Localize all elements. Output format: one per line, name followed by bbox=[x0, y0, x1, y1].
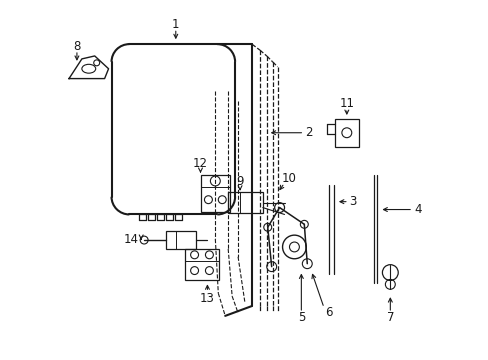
Bar bbox=[200, 175, 230, 212]
Text: 12: 12 bbox=[193, 157, 207, 170]
Text: 13: 13 bbox=[200, 292, 214, 305]
Text: 14: 14 bbox=[123, 233, 139, 246]
Text: 10: 10 bbox=[282, 171, 296, 185]
Bar bbox=[228, 192, 262, 213]
Text: 8: 8 bbox=[73, 40, 81, 53]
Text: 9: 9 bbox=[236, 175, 244, 189]
Text: 11: 11 bbox=[339, 97, 354, 110]
Text: 3: 3 bbox=[348, 195, 356, 208]
Text: 1: 1 bbox=[172, 18, 179, 31]
Text: 2: 2 bbox=[305, 126, 312, 139]
Text: 5: 5 bbox=[297, 311, 305, 324]
Bar bbox=[165, 231, 195, 249]
Bar bbox=[184, 249, 219, 280]
Text: 4: 4 bbox=[413, 203, 421, 216]
Text: 6: 6 bbox=[325, 306, 332, 319]
Text: 7: 7 bbox=[386, 311, 393, 324]
